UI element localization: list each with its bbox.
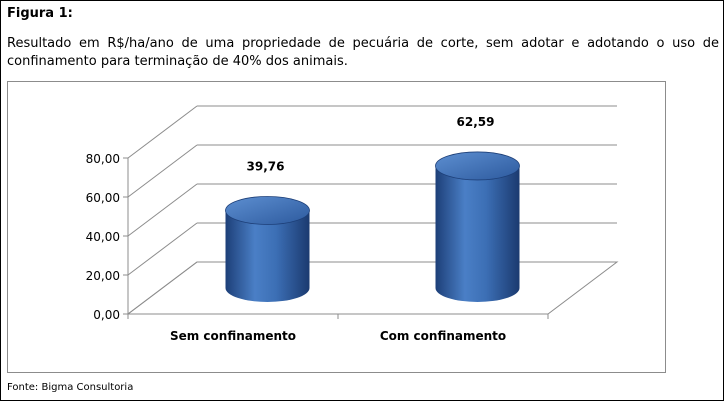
figure-label: Figura 1:	[7, 6, 73, 21]
data-label: 62,59	[457, 115, 495, 129]
bar-top	[225, 196, 310, 225]
labels: 0,00 20,00 40,00 60,00 80,00 39,76 Sem confina…	[86, 115, 507, 343]
side-gridline	[127, 105, 198, 159]
bar-1	[225, 196, 310, 302]
cylinder-bar-chart: 0,00 20,00 40,00 60,00 80,00 39,76 Sem confina…	[86, 105, 619, 343]
gridlines	[127, 105, 617, 315]
data-label: 39,76	[247, 159, 285, 173]
bar-body	[435, 165, 520, 303]
bar-2	[435, 151, 520, 303]
y-tick-label: 20,00	[86, 269, 120, 283]
bar-body	[225, 210, 310, 302]
chart-floor	[126, 261, 619, 315]
source-note: Fonte: Bigma Consultoria	[7, 382, 134, 393]
y-tick-label: 0,00	[93, 308, 120, 322]
side-gridline	[127, 222, 198, 276]
y-tick-label: 80,00	[86, 152, 120, 166]
side-gridline	[127, 144, 198, 198]
side-gridline	[127, 183, 198, 237]
category-label: Sem confinamento	[170, 329, 296, 343]
axes	[123, 157, 619, 319]
bar-top	[435, 151, 520, 181]
y-tick-label: 60,00	[86, 191, 120, 205]
bars	[225, 151, 520, 303]
category-label: Com confinamento	[380, 329, 506, 343]
y-tick-label: 40,00	[86, 230, 120, 244]
figure-caption: Resultado em R$/ha/ano de uma propriedad…	[7, 36, 719, 69]
chart-area: 0,00 20,00 40,00 60,00 80,00 39,76 Sem confina…	[7, 81, 666, 373]
